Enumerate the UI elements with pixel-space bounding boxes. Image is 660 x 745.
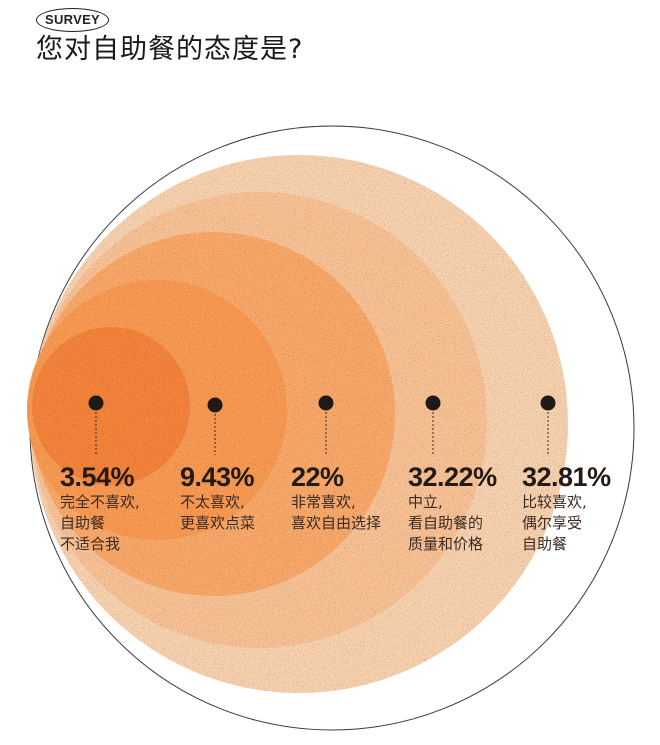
data-label-2: 9.43% 不太喜欢, 更喜欢点菜 [180,462,255,534]
percent-value: 9.43% [180,462,255,492]
data-label-4: 32.22% 中立, 看自助餐的 质量和价格 [408,462,497,555]
marker-4 [425,395,441,455]
data-label-1: 3.54% 完全不喜欢, 自助餐 不适合我 [60,462,140,555]
category-label: 不太喜欢, 更喜欢点菜 [180,493,256,532]
percent-value: 3.54% [60,462,135,492]
percent-value: 32.22% [408,462,497,492]
category-label: 非常喜欢, 喜欢自由选择 [291,493,382,532]
marker-5 [540,395,556,455]
marker-1 [88,395,104,455]
percent-value: 22% [291,462,344,492]
data-label-5: 32.81% 比较喜欢, 偶尔享受 自助餐 [522,462,611,555]
survey-badge: SURVEY [36,8,110,32]
category-label: 中立, 看自助餐的 质量和价格 [408,493,484,553]
percent-value: 32.81% [522,462,611,492]
circle-3.54 [32,327,190,485]
marker-2 [207,397,223,455]
page-title: 您对自助餐的态度是? [36,34,304,65]
marker-3 [318,395,334,455]
data-label-3: 22% 非常喜欢, 喜欢自由选择 [291,462,381,534]
category-label: 比较喜欢, 偶尔享受 自助餐 [522,493,587,553]
category-label: 完全不喜欢, 自助餐 不适合我 [60,493,140,553]
